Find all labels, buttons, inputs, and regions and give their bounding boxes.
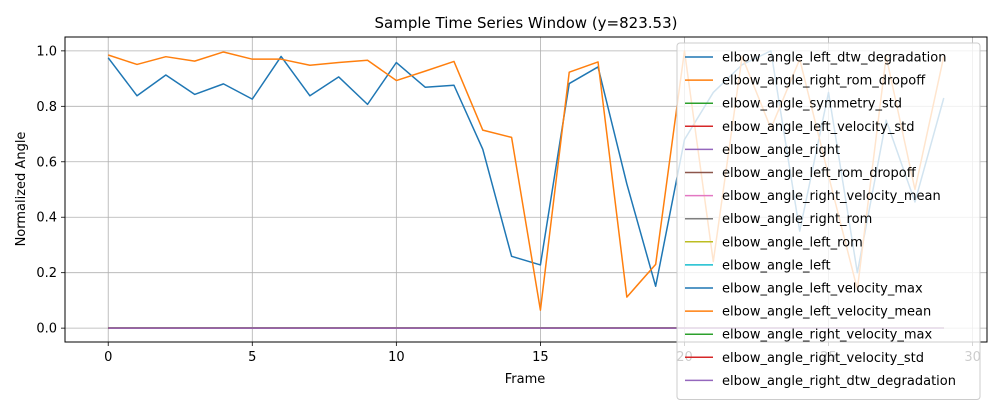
y-tick-label: 0.4 <box>36 211 57 226</box>
legend-label: elbow_angle_left_velocity_std <box>722 120 915 135</box>
legend-label: elbow_angle_right_velocity_mean <box>722 189 941 204</box>
y-tick-label: 0.6 <box>36 155 57 170</box>
legend-label: elbow_angle_right_dtw_degradation <box>722 374 956 389</box>
x-tick-label: 0 <box>104 350 112 365</box>
legend-label: elbow_angle_right_velocity_std <box>722 351 924 366</box>
legend-entry: elbow_angle_right_velocity_mean <box>685 189 941 204</box>
y-tick-label: 0.2 <box>36 266 57 281</box>
legend-entry: elbow_angle_left_rom <box>685 235 863 250</box>
legend-entry: elbow_angle_left_rom_dropoff <box>685 166 917 181</box>
legend-label: elbow_angle_left <box>722 258 831 273</box>
legend-label: elbow_angle_right_velocity_max <box>722 328 932 343</box>
y-tick-label: 1.0 <box>36 44 57 59</box>
legend-entry: elbow_angle_right <box>685 143 840 158</box>
legend-label: elbow_angle_left_velocity_max <box>722 282 923 297</box>
legend-label: elbow_angle_left_rom <box>722 235 863 250</box>
legend-label: elbow_angle_right_rom <box>722 212 872 227</box>
legend-entry: elbow_angle_right_rom_dropoff <box>685 74 926 89</box>
legend-label: elbow_angle_left_rom_dropoff <box>722 166 917 181</box>
chart-title: Sample Time Series Window (y=823.53) <box>375 14 678 32</box>
legend-label: elbow_angle_right_rom_dropoff <box>722 74 926 89</box>
legend-entry: elbow_angle_left_velocity_std <box>685 120 915 135</box>
y-tick-label: 0.8 <box>36 100 57 115</box>
x-tick-label: 5 <box>248 350 256 365</box>
x-axis-label: Frame <box>505 372 546 387</box>
legend-entry: elbow_angle_left_velocity_max <box>685 282 923 297</box>
legend-entry: elbow_angle_right_velocity_std <box>685 351 924 366</box>
x-tick-label: 10 <box>388 350 405 365</box>
legend-entry: elbow_angle_symmetry_std <box>685 97 902 112</box>
legend-entry: elbow_angle_left_velocity_mean <box>685 305 931 320</box>
legend-label: elbow_angle_symmetry_std <box>722 97 902 112</box>
legend-entry: elbow_angle_right_velocity_max <box>685 328 932 343</box>
y-tick-label: 0.0 <box>36 322 57 337</box>
legend-label: elbow_angle_left_velocity_mean <box>722 305 931 320</box>
legend: elbow_angle_left_dtw_degradation elbow_an… <box>676 42 981 400</box>
y-axis-label: Normalized Angle <box>14 132 29 247</box>
legend-entry: elbow_angle_right_rom <box>685 212 872 227</box>
legend-entry: elbow_angle_right_dtw_degradation <box>685 374 956 389</box>
plot-frame <box>64 36 988 343</box>
x-tick-label: 15 <box>532 350 549 365</box>
legend-entry: elbow_angle_left_dtw_degradation <box>685 51 947 66</box>
legend-label: elbow_angle_right <box>722 143 840 158</box>
legend-entry: elbow_angle_left <box>685 258 831 273</box>
legend-label: elbow_angle_left_dtw_degradation <box>722 51 947 66</box>
